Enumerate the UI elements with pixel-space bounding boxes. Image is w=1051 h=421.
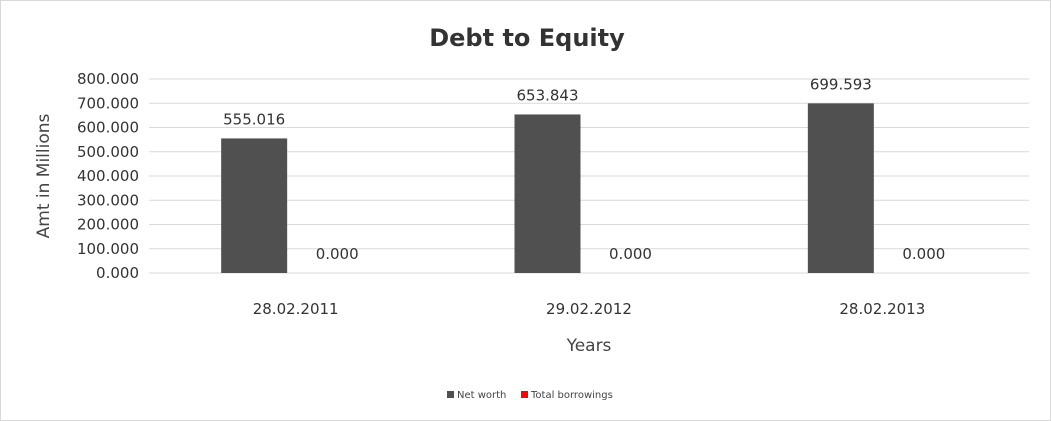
y-tick-label: 400.000 xyxy=(77,167,139,185)
data-label: 653.843 xyxy=(516,86,578,104)
y-tick-label: 0.000 xyxy=(96,264,139,282)
y-tick-label: 100.000 xyxy=(77,240,139,258)
y-tick-label: 700.000 xyxy=(77,94,139,112)
bar-net-worth[interactable] xyxy=(514,114,581,273)
y-tick-label: 800.000 xyxy=(77,70,139,88)
data-label: 699.593 xyxy=(810,75,872,93)
legend-swatch xyxy=(521,391,528,398)
y-tick-label: 600.000 xyxy=(77,119,139,137)
chart-title: Debt to Equity xyxy=(429,24,625,52)
x-axis-title: Years xyxy=(566,336,612,356)
legend-swatch xyxy=(447,391,454,398)
data-label: 0.000 xyxy=(609,245,652,263)
y-tick-label: 500.000 xyxy=(77,143,139,161)
data-label: 555.016 xyxy=(223,110,285,128)
legend-label: Total borrowings xyxy=(530,390,613,401)
data-label: 0.000 xyxy=(316,245,359,263)
y-tick-label: 200.000 xyxy=(77,216,139,234)
y-axis-title: Amt in Millions xyxy=(34,113,54,238)
x-tick-label: 28.02.2011 xyxy=(253,300,339,318)
bar-net-worth[interactable] xyxy=(221,138,288,273)
data-label: 0.000 xyxy=(902,245,945,263)
x-tick-label: 29.02.2012 xyxy=(546,300,632,318)
x-tick-label: 28.02.2013 xyxy=(839,300,925,318)
y-tick-label: 300.000 xyxy=(77,191,139,209)
legend-label: Net worth xyxy=(457,390,506,401)
bar-net-worth[interactable] xyxy=(807,103,874,273)
